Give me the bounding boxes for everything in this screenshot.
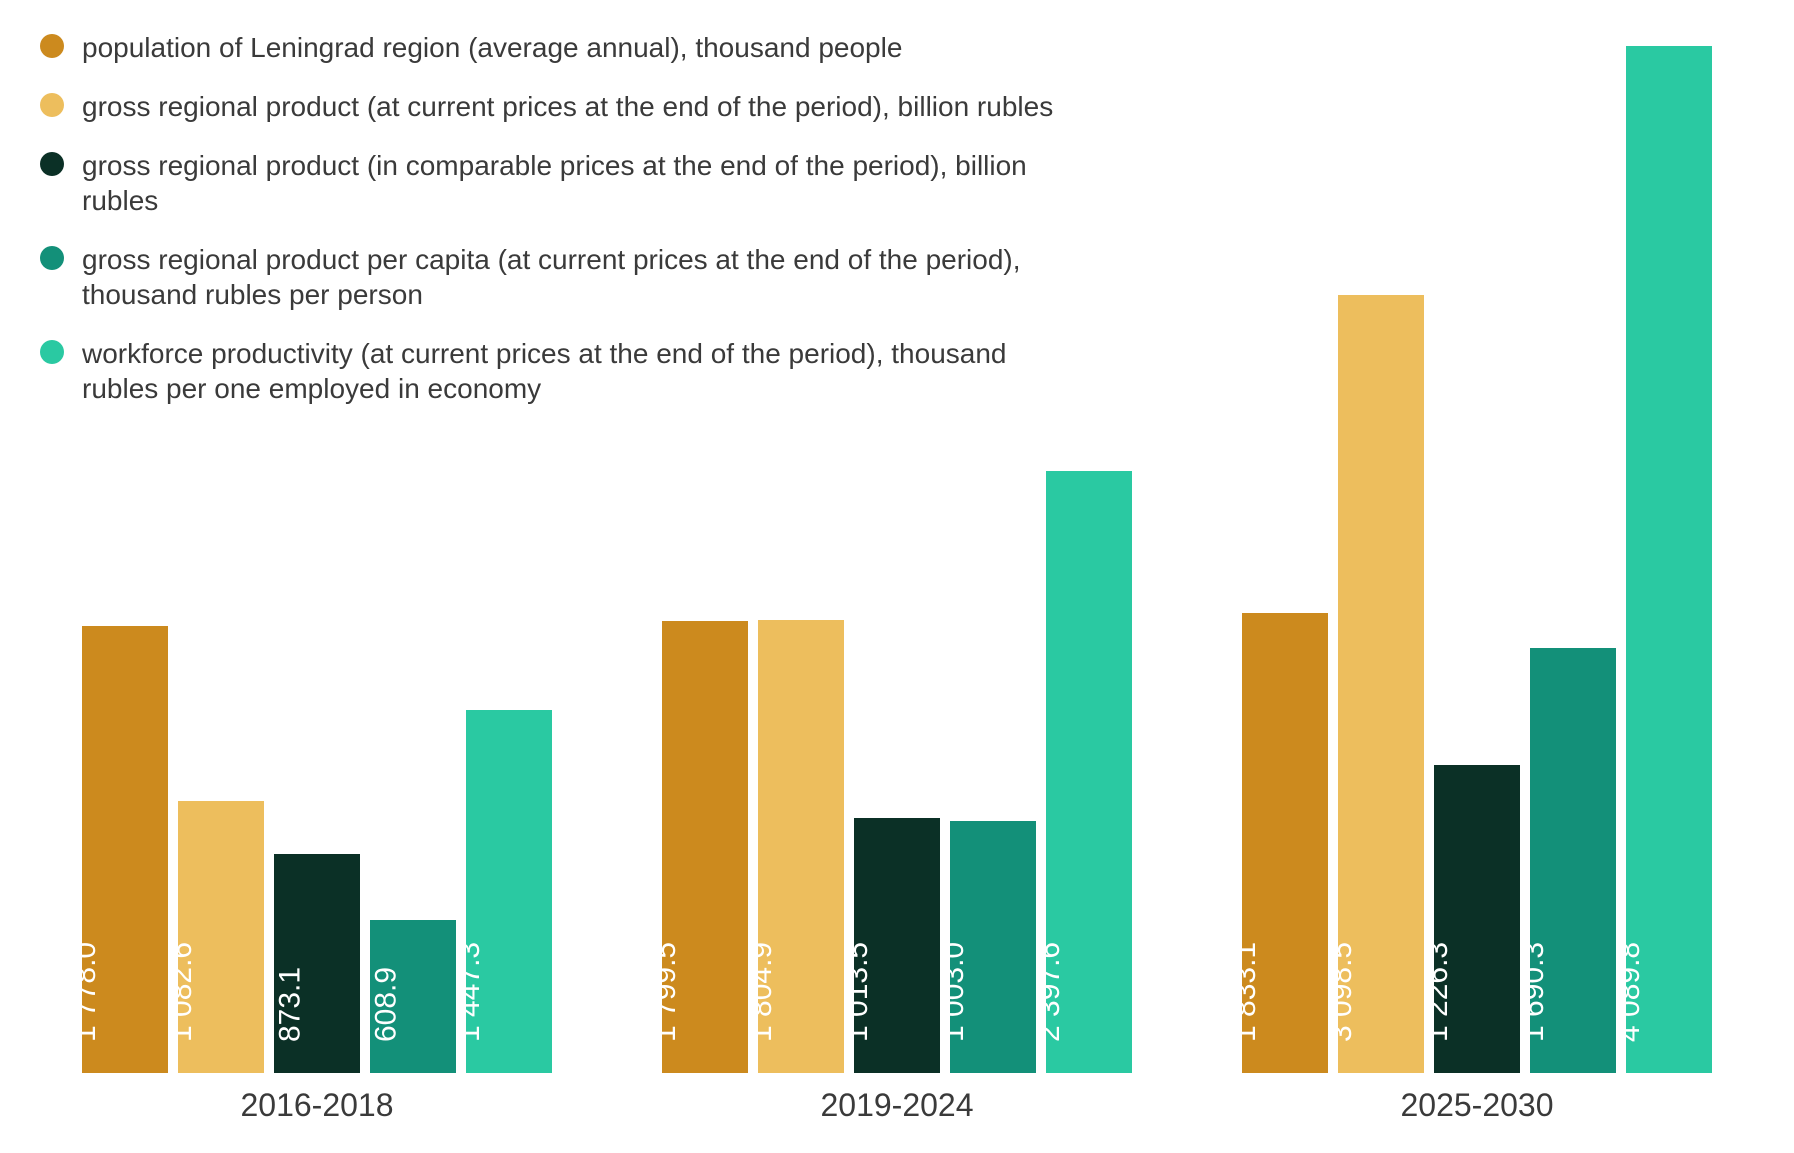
x-axis-label: 2025-2030: [1400, 1087, 1553, 1124]
bar-value-label: 1 833.1: [1228, 942, 1262, 1042]
legend-item: gross regional product per capita (at cu…: [40, 242, 1062, 312]
chart-stage: population of Leningrad region (average …: [0, 0, 1794, 1153]
bar-value-label: 3 098.5: [1324, 942, 1358, 1042]
bar-value-label: 1 778.0: [68, 942, 102, 1042]
bar: 3 098.5: [1338, 295, 1424, 1073]
bar: 608.9: [370, 920, 456, 1073]
bar-value-label: 1 226.3: [1420, 942, 1454, 1042]
bar: 1 804.9: [758, 620, 844, 1073]
bar: 1 013.5: [854, 818, 940, 1073]
bar: 1 833.1: [1242, 613, 1328, 1073]
bar-value-label: 1 799.5: [648, 942, 682, 1042]
legend-item: population of Leningrad region (average …: [40, 30, 1062, 65]
bar-value-label: 1 690.3: [1516, 942, 1550, 1042]
bar: 873.1: [274, 854, 360, 1073]
bar-value-label: 873.1: [273, 967, 307, 1042]
bar-value-label: 1 804.9: [744, 942, 778, 1042]
legend-marker: [40, 93, 64, 117]
bar: 1 799.5: [662, 621, 748, 1073]
bar: 1 690.3: [1530, 648, 1616, 1073]
chart-plot-area: 1 778.01 082.6873.1608.91 447.31 799.51 …: [40, 373, 1754, 1073]
bar-value-label: 608.9: [369, 967, 403, 1042]
legend-label: gross regional product per capita (at cu…: [82, 242, 1062, 312]
bar: 1 447.3: [466, 710, 552, 1074]
legend-marker: [40, 34, 64, 58]
bar: 1 003.0: [950, 821, 1036, 1073]
legend-label: gross regional product (at current price…: [82, 89, 1053, 124]
bar-value-label: 1 082.6: [164, 942, 198, 1042]
legend: population of Leningrad region (average …: [40, 30, 1062, 406]
bar: 1 082.6: [178, 801, 264, 1073]
bar-group: 1 778.01 082.6 873.1 608.9 1 447.3: [82, 373, 552, 1073]
legend-marker: [40, 152, 64, 176]
bar-value-label: 1 013.5: [840, 942, 874, 1042]
bar-value-label: 1 003.0: [936, 942, 970, 1042]
bar-value-label: 1 447.3: [452, 942, 486, 1042]
legend-marker: [40, 340, 64, 364]
legend-label: population of Leningrad region (average …: [82, 30, 902, 65]
bar: 1 226.3: [1434, 765, 1520, 1073]
bar-value-label: 4 089.8: [1612, 942, 1646, 1042]
x-axis: 2016-2018 2019-2024 2025-2030: [40, 1073, 1754, 1153]
x-axis-label: 2016-2018: [240, 1087, 393, 1124]
legend-label: gross regional product (in comparable pr…: [82, 148, 1062, 218]
bar: 2 397.6: [1046, 471, 1132, 1073]
legend-item: gross regional product (in comparable pr…: [40, 148, 1062, 218]
bar: 4 089.8: [1626, 46, 1712, 1073]
bar-group: 1 833.13 098.51 226.31 690.34 089.8: [1242, 373, 1712, 1073]
x-axis-label: 2019-2024: [820, 1087, 973, 1124]
bar-value-label: 2 397.6: [1032, 942, 1066, 1042]
bar: 1 778.0: [82, 626, 168, 1073]
bar-group: 1 799.51 804.91 013.51 003.02 397.6: [662, 373, 1132, 1073]
legend-marker: [40, 246, 64, 270]
legend-item: gross regional product (at current price…: [40, 89, 1062, 124]
